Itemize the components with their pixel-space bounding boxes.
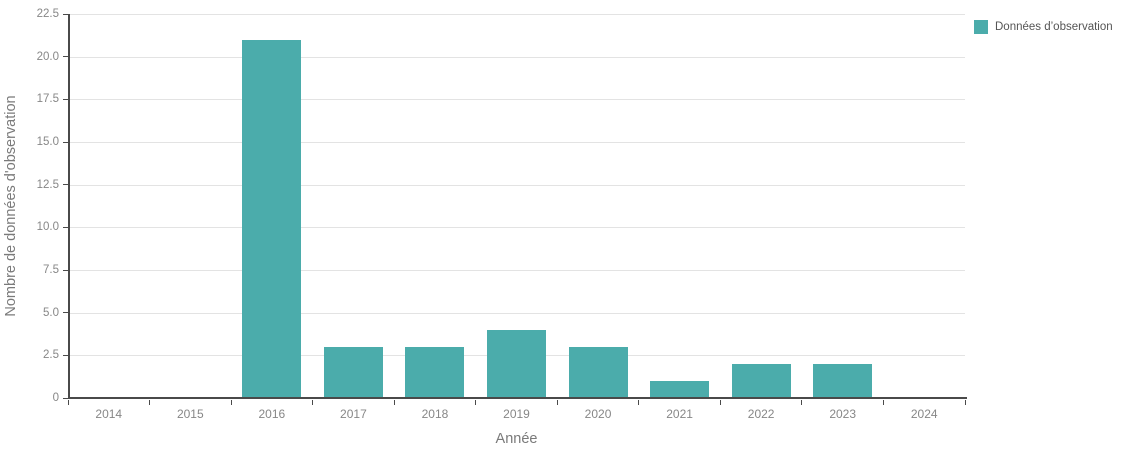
x-tick-label-2024: 2024	[910, 407, 938, 421]
y-tick-mark	[63, 354, 68, 356]
x-tick-mark	[801, 400, 803, 405]
gridline	[68, 184, 965, 186]
x-tick-label-2014: 2014	[95, 407, 123, 421]
y-axis-title: Nombre de données d'observation	[3, 95, 19, 317]
x-tick-label-2019: 2019	[503, 407, 530, 421]
x-tick-mark	[230, 400, 232, 405]
y-tick-mark	[63, 226, 68, 228]
bar-2023	[813, 363, 873, 398]
y-tick-label: 20.0	[36, 50, 59, 63]
y-tick-mark	[63, 312, 68, 314]
y-tick-label: 15.0	[36, 136, 59, 148]
legend-label: Données d’observation	[995, 21, 1113, 33]
legend-swatch-icon	[974, 20, 988, 34]
gridline	[68, 99, 965, 101]
bar-2019	[487, 329, 546, 398]
gridline	[68, 312, 965, 314]
bar-2016	[242, 39, 302, 398]
y-tick-label: 7.5	[43, 264, 59, 276]
y-tick-label: 5.0	[43, 306, 59, 319]
x-axis-title: Année	[495, 431, 538, 447]
y-tick-mark	[63, 56, 68, 58]
x-tick-mark	[556, 400, 558, 405]
x-tick-label-2017: 2017	[340, 407, 367, 421]
x-tick-mark	[312, 400, 314, 405]
y-tick-mark	[63, 397, 68, 399]
bar-2018	[405, 346, 465, 398]
y-tick-mark	[63, 98, 68, 100]
x-tick-label-2015: 2015	[176, 407, 204, 421]
x-tick-mark	[393, 400, 395, 405]
y-tick-mark	[63, 269, 68, 271]
x-tick-mark	[719, 400, 721, 405]
x-tick-label-2023: 2023	[829, 407, 857, 421]
bar-2020	[568, 346, 628, 398]
x-tick-mark	[149, 400, 151, 405]
x-tick-mark	[638, 400, 640, 405]
gridline	[68, 227, 965, 229]
y-tick-mark	[63, 13, 68, 15]
x-tick-mark	[67, 400, 69, 405]
gridline	[68, 142, 965, 143]
gridline	[68, 270, 965, 271]
y-tick-mark	[63, 141, 68, 143]
y-tick-label: 17.5	[36, 93, 59, 106]
x-tick-mark	[964, 400, 966, 405]
x-tick-label-2021: 2021	[666, 407, 693, 421]
gridline	[68, 14, 965, 15]
y-tick-label: 0	[52, 392, 59, 404]
y-tick-label: 2.5	[43, 349, 59, 362]
x-tick-label-2016: 2016	[258, 407, 286, 421]
bar-2021	[650, 380, 710, 398]
y-tick-label: 10.0	[36, 221, 59, 234]
y-axis-line	[68, 14, 70, 399]
x-tick-label-2018: 2018	[421, 407, 449, 421]
y-tick-mark	[63, 184, 68, 186]
x-axis-line	[68, 397, 967, 399]
plot-area	[68, 14, 965, 398]
x-tick-label-2020: 2020	[584, 407, 612, 421]
x-tick-mark	[882, 400, 884, 405]
y-tick-label: 12.5	[36, 178, 59, 191]
y-tick-label: 22.5	[36, 8, 59, 20]
bar-2022	[731, 363, 791, 398]
gridline	[68, 56, 965, 58]
bar-2017	[323, 346, 383, 398]
legend-item[interactable]: Données d’observation	[974, 20, 1113, 34]
x-tick-label-2022: 2022	[747, 407, 775, 421]
x-tick-mark	[475, 400, 477, 405]
